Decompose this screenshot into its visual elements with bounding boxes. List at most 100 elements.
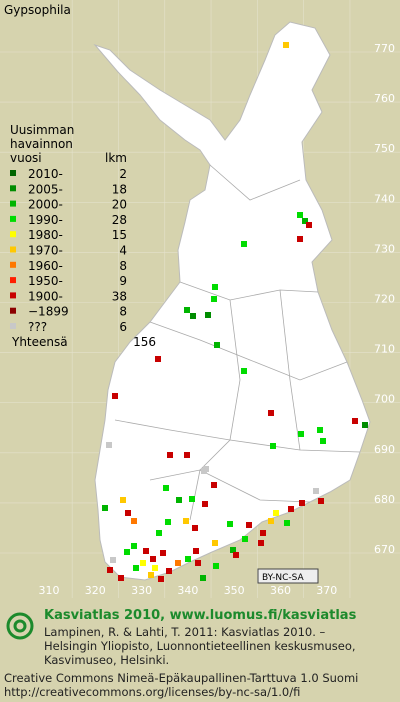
record-square [160,550,166,556]
legend-swatch [10,323,16,329]
legend-header: Uusimman [10,123,74,137]
legend-label: 1990- [28,213,63,227]
record-square [212,540,218,546]
x-label: 370 [316,584,337,597]
record-square [233,552,239,558]
record-square [241,368,247,374]
y-label: 740 [374,192,395,205]
record-square [203,466,209,472]
x-label: 310 [39,584,60,597]
y-label: 720 [374,293,395,306]
legend-count-header: lkm [105,151,127,165]
record-square [241,241,247,247]
record-square [227,521,233,527]
record-square [313,488,319,494]
record-square [183,518,189,524]
legend-count: 28 [112,213,127,227]
record-square [133,565,139,571]
record-square [273,510,279,516]
legend-label: 1960- [28,259,63,273]
record-square [200,575,206,581]
legend-count: 8 [119,305,127,319]
x-label: 360 [270,584,291,597]
legend-swatch [10,261,16,268]
record-square [124,549,130,555]
record-square [258,540,264,546]
badge-text: BY-NC-SA [262,573,305,583]
record-square [131,518,137,524]
record-square [362,422,368,428]
legend-count: 4 [119,244,127,258]
record-square [202,501,208,507]
y-label: 710 [374,343,395,356]
x-label: 320 [85,584,106,597]
citation-line: Kasvimuseo, Helsinki. [44,653,169,667]
legend-count: 15 [112,228,127,242]
legend-count: 18 [112,182,127,196]
record-square [152,565,158,571]
record-square [166,568,172,574]
record-square [268,518,274,524]
record-square [184,307,190,313]
record-square [318,498,324,504]
legend-count: 9 [119,274,127,288]
license-line: http://creativecommons.org/licenses/by-n… [4,685,300,699]
y-label: 680 [374,493,395,506]
record-square [120,497,126,503]
y-label: 750 [374,142,395,155]
record-square [158,576,164,582]
record-square [306,222,312,228]
legend-count: 6 [119,320,127,334]
record-square [163,485,169,491]
legend-label: ??? [28,320,47,334]
record-square [297,212,303,218]
legend-total-label: Yhteensä [11,335,68,349]
citation-line: Lampinen, R. & Lahti, T. 2011: Kasviatla… [44,625,326,639]
legend-swatch [10,170,16,176]
record-square [110,557,116,563]
record-square [320,438,326,444]
y-label: 690 [374,443,395,456]
province-borders [114,164,361,521]
record-square [165,519,171,525]
legend-label: 1980- [28,228,63,242]
record-square [211,296,217,302]
y-label: 670 [374,543,395,556]
legend-header: vuosi [10,151,42,165]
record-square [214,342,220,348]
x-label: 350 [224,584,245,597]
record-square [317,427,323,433]
footer-heading: Kasviatlas 2010, www.luomus.fi/kasviatla… [44,608,357,623]
record-square [190,313,196,319]
y-label: 770 [374,42,395,55]
record-square [150,556,156,562]
x-label: 330 [131,584,152,597]
citation-line: Helsingin Yliopisto, Luonnontieteellinen… [44,639,356,653]
legend-count: 2 [119,167,127,181]
record-square [185,556,191,562]
record-square [212,284,218,290]
record-square [268,410,274,416]
record-square [288,506,294,512]
record-square [299,500,305,506]
record-square [302,218,308,224]
record-square [143,548,149,554]
legend-swatch [10,215,16,222]
record-square [211,482,217,488]
record-square [125,510,131,516]
record-square [102,505,108,511]
record-square [167,452,173,458]
legend-label: 2005- [28,182,63,196]
legend-label: 1970- [28,244,63,258]
legend-label: 1900- [28,289,63,303]
axis-labels: 310 320 330 340 350 360 370 770 760 750 740 730 720 7… [39,42,396,597]
y-label: 730 [374,242,395,255]
record-square [297,236,303,242]
record-square [205,312,211,318]
license-badge: BY-NC-SA [257,568,319,584]
legend-swatch [10,246,16,253]
record-square [131,543,137,549]
record-square [156,530,162,536]
record-square [298,431,304,437]
title: Gypsophila [4,3,71,17]
